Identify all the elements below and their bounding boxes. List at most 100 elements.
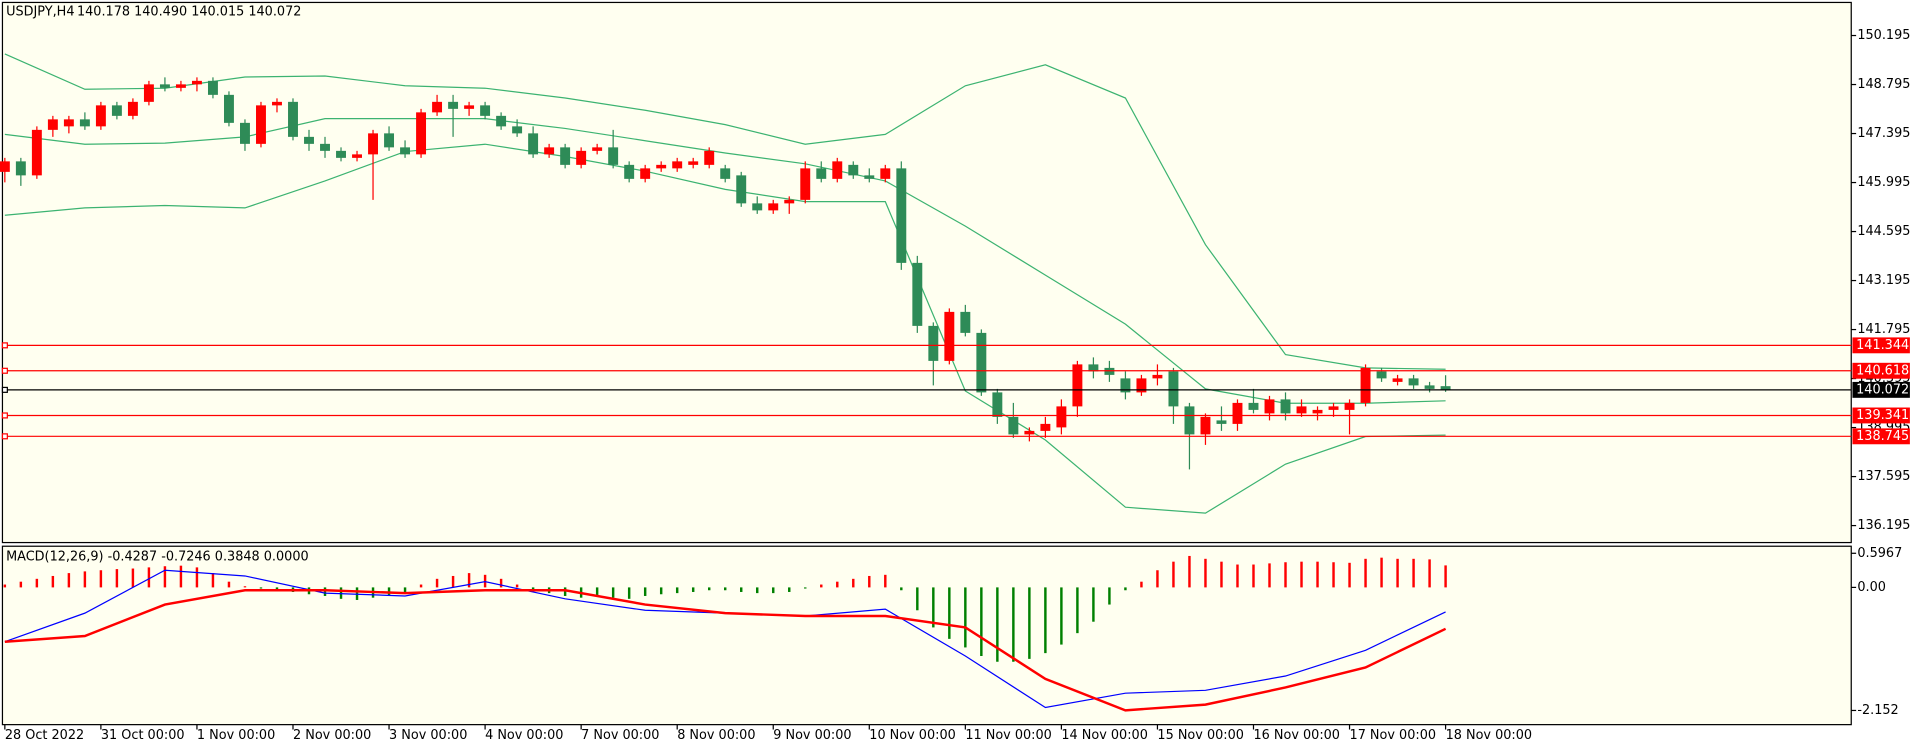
x-tick-label: 2 Nov 00:00 xyxy=(293,728,371,743)
candle-body xyxy=(720,168,731,179)
y-tick-label: 145.995 xyxy=(1857,175,1910,190)
candle-body xyxy=(1168,371,1179,407)
y-tick-label: -2.152 xyxy=(1857,703,1898,718)
line-anchor xyxy=(1,433,8,440)
x-tick-label: 10 Nov 00:00 xyxy=(869,728,955,743)
candle-body xyxy=(1136,378,1147,393)
candle-body xyxy=(816,168,827,179)
indicator-line xyxy=(4,53,1446,370)
price-panel xyxy=(1,1,1852,544)
y-tick-label: 144.595 xyxy=(1857,224,1910,239)
y-tick-label: 137.595 xyxy=(1857,469,1910,484)
candle-body xyxy=(1424,385,1435,389)
price-label: 141.344 xyxy=(1856,338,1909,353)
indicator-line xyxy=(4,589,1447,712)
candle-body xyxy=(1344,402,1355,410)
candle-body xyxy=(944,311,955,361)
candle-body xyxy=(768,203,779,211)
candle-body xyxy=(207,80,218,95)
indicator-line xyxy=(4,143,1446,514)
x-tick-label: 3 Nov 00:00 xyxy=(389,728,467,743)
candle-body xyxy=(1232,402,1243,424)
candle-body xyxy=(1264,399,1275,414)
price-label-box xyxy=(1852,381,1910,398)
price-label-box xyxy=(1852,407,1910,424)
candle-body xyxy=(704,150,715,165)
candle-body xyxy=(512,126,523,134)
candle-body xyxy=(400,147,411,155)
candle-body xyxy=(111,105,122,116)
price-label: 139.341 xyxy=(1856,408,1909,423)
candle-body xyxy=(800,168,811,200)
candle-body xyxy=(960,311,971,333)
candle-body xyxy=(1440,386,1451,390)
candle-body xyxy=(191,80,202,85)
candle-body xyxy=(1088,364,1099,372)
candle-body xyxy=(336,150,346,158)
y-tick-label: 143.195 xyxy=(1857,273,1910,288)
macd-panel xyxy=(1,545,1852,726)
candle-body xyxy=(79,119,90,127)
candle-body xyxy=(672,161,683,169)
y-tick-label: 136.195 xyxy=(1857,518,1910,533)
candle-body xyxy=(560,147,571,165)
candle-body xyxy=(63,119,74,127)
candle-body xyxy=(976,332,987,393)
candle-body xyxy=(1280,399,1291,414)
x-tick-label: 15 Nov 00:00 xyxy=(1157,728,1243,743)
candle-body xyxy=(1392,378,1403,382)
y-tick-label: 141.795 xyxy=(1857,322,1910,337)
candle-body xyxy=(1248,402,1259,410)
candle-body xyxy=(1008,416,1019,435)
candle-body xyxy=(272,101,282,106)
candle-body xyxy=(928,325,939,361)
candle-body xyxy=(416,112,427,155)
candle-body xyxy=(288,101,298,137)
price-label: 140.072 xyxy=(1856,382,1909,397)
candle-body xyxy=(1312,409,1323,414)
x-tick-label: 16 Nov 00:00 xyxy=(1253,728,1339,743)
price-label: 138.745 xyxy=(1856,429,1909,444)
line-anchor xyxy=(1,386,8,393)
candle-body xyxy=(384,133,395,148)
candle-body xyxy=(127,101,138,116)
candle-body xyxy=(624,164,635,179)
candle-body xyxy=(912,262,923,326)
candle-body xyxy=(1152,374,1163,379)
line-anchor xyxy=(1,367,8,374)
candle-body xyxy=(480,105,491,116)
x-tick-label: 14 Nov 00:00 xyxy=(1061,728,1147,743)
candle-body xyxy=(1328,406,1339,410)
candle-body xyxy=(143,84,154,102)
y-tick-label: 0.5967 xyxy=(1857,546,1902,561)
symbol-title: USDJPY,H4 xyxy=(6,5,74,20)
x-tick-label: 1 Nov 00:00 xyxy=(197,728,275,743)
candle-body xyxy=(1056,406,1067,428)
candle-body xyxy=(1184,406,1195,435)
x-tick-label: 9 Nov 00:00 xyxy=(773,728,851,743)
line-anchor xyxy=(1,342,8,349)
candle-body xyxy=(496,115,507,127)
candle-body xyxy=(223,94,234,123)
candle-body xyxy=(528,133,539,155)
x-tick-label: 17 Nov 00:00 xyxy=(1350,728,1436,743)
candle-body xyxy=(175,84,186,88)
candle-body xyxy=(688,161,699,165)
candle-body xyxy=(352,154,362,158)
macd-title: MACD(12,26,9) -0.4287 -0.7246 0.3848 0.0… xyxy=(6,550,309,565)
candle-body xyxy=(1200,416,1211,435)
candle-body xyxy=(608,147,619,165)
candle-body xyxy=(784,199,795,204)
candle-body xyxy=(47,119,58,130)
x-tick-label: 4 Nov 00:00 xyxy=(485,728,563,743)
price-label-box xyxy=(1852,337,1910,354)
x-tick-label: 28 Oct 2022 xyxy=(5,728,84,743)
x-tick-label: 31 Oct 00:00 xyxy=(101,728,185,743)
candle-body xyxy=(1360,367,1371,403)
candle-body xyxy=(592,147,603,151)
candle-body xyxy=(1040,423,1051,431)
candle-body xyxy=(1216,420,1227,424)
candle-body xyxy=(0,161,10,172)
candle-body xyxy=(432,101,443,113)
